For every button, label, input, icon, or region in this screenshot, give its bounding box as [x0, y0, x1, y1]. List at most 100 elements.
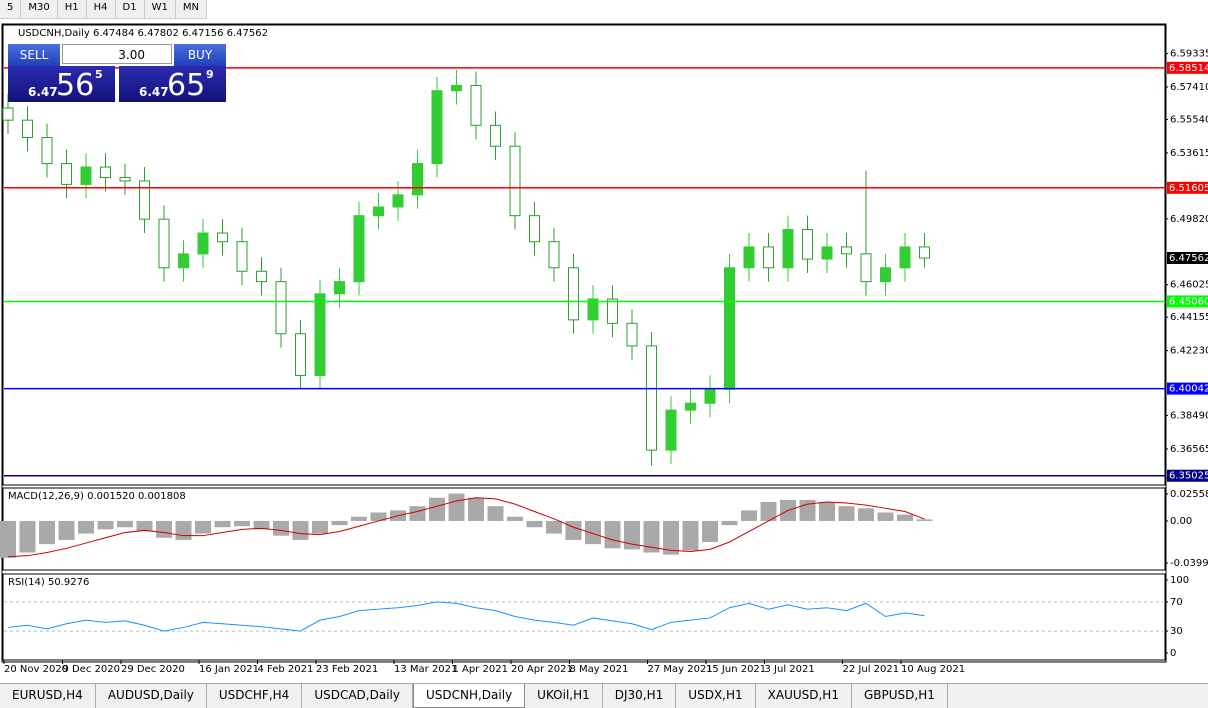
candle-body — [178, 253, 189, 269]
chart-tab[interactable]: UKOil,H1 — [525, 684, 603, 708]
macd-bar — [195, 520, 211, 534]
candle-body — [529, 215, 540, 243]
x-tick-label: 9 Dec 2020 — [63, 664, 121, 675]
y-tick-label: 6.53615 — [1170, 148, 1208, 159]
x-tick-label: 20 Apr 2021 — [511, 664, 573, 675]
timeframe-button[interactable]: M30 — [21, 0, 58, 18]
candle-body — [841, 246, 852, 255]
timeframe-button[interactable]: H1 — [58, 0, 87, 18]
candle-body — [490, 124, 501, 147]
chart-tab[interactable]: USDCNH,Daily — [412, 684, 526, 708]
timeframe-button[interactable]: H4 — [87, 0, 116, 18]
panel-title: RSI(14) 50.9276 — [8, 577, 89, 588]
x-tick-label: 29 Dec 2020 — [121, 664, 185, 675]
candle-body — [392, 194, 404, 208]
chart-tab[interactable]: DJ30,H1 — [603, 684, 677, 708]
price-point: 9 — [206, 68, 214, 81]
candle-body — [373, 206, 384, 217]
macd-bar — [721, 520, 738, 526]
bid-price[interactable]: 6.47 56 5 — [8, 66, 115, 103]
chart-tab[interactable]: USDX,H1 — [676, 684, 756, 708]
macd-bar — [156, 520, 172, 538]
y-tick-label: 100 — [1170, 575, 1189, 586]
chart-tab[interactable]: XAUUSD,H1 — [756, 684, 852, 708]
price-level-label: 6.51605 — [1169, 183, 1208, 194]
timeframe-button[interactable]: W1 — [145, 0, 176, 18]
y-tick-label: 6.42230 — [1170, 346, 1208, 357]
macd-bar — [682, 520, 699, 551]
candle-body — [217, 232, 228, 243]
candle-body — [587, 298, 599, 321]
x-tick-label: 23 Feb 2021 — [316, 664, 378, 675]
candle-body — [880, 267, 891, 283]
candle-body — [470, 84, 482, 126]
macd-bar — [897, 514, 913, 521]
macd-bar — [292, 520, 309, 540]
y-tick-label: 0 — [1170, 648, 1176, 659]
candle-body — [899, 246, 911, 269]
macd-bar — [331, 520, 348, 526]
macd-bar — [546, 520, 562, 534]
y-tick-label: 6.55540 — [1170, 114, 1208, 125]
y-tick-label: 6.38490 — [1170, 411, 1208, 422]
candle-body — [197, 232, 209, 255]
candle-body — [80, 166, 92, 185]
y-tick-label: -0.039928 — [1170, 558, 1208, 569]
chart-tab[interactable]: USDCHF,H4 — [207, 684, 303, 708]
y-tick-label: 0.00 — [1170, 516, 1192, 527]
macd-bar — [39, 520, 55, 545]
candle-body — [431, 90, 443, 165]
chart-tab[interactable]: GBPUSD,H1 — [852, 684, 948, 708]
price-point: 5 — [95, 68, 103, 81]
price-level-tag — [1167, 382, 1208, 395]
price-level-label: 6.58514 — [1169, 63, 1208, 74]
price-level-tag — [1167, 469, 1208, 482]
candle-body — [821, 246, 833, 260]
x-tick-label: 16 Jan 2021 — [199, 664, 259, 675]
y-tick-label: 70 — [1170, 597, 1183, 608]
y-tick-label: 6.59335 — [1170, 49, 1208, 60]
candle-body — [743, 246, 755, 269]
y-tick-label: 30 — [1170, 626, 1183, 637]
macd-bar — [234, 520, 250, 527]
price-big: 6.47 — [139, 85, 169, 99]
chart-tab[interactable]: EURUSD,H4 — [0, 684, 96, 708]
candle-body — [22, 119, 33, 139]
price-big: 6.47 — [28, 85, 58, 99]
macd-bar — [97, 520, 114, 530]
x-tick-label: 13 Mar 2021 — [394, 664, 457, 675]
macd-bar — [507, 516, 523, 521]
candle-body — [412, 163, 423, 196]
candle-body — [275, 281, 287, 335]
volume-input[interactable]: 3.00 — [62, 44, 172, 64]
candle-body — [548, 241, 560, 269]
macd-bar — [468, 497, 484, 521]
chart-tab[interactable]: AUDUSD,Daily — [96, 684, 207, 708]
price-level-tag — [1167, 61, 1208, 74]
candle-body — [607, 298, 618, 324]
y-tick-label: 6.36565 — [1170, 444, 1208, 455]
ask-price[interactable]: 6.47 65 9 — [119, 66, 226, 103]
sell-button[interactable]: SELL — [8, 44, 60, 66]
candle-body — [782, 229, 794, 269]
timeframe-button[interactable]: MN — [176, 0, 207, 18]
macd-bar — [136, 520, 153, 532]
macd-bar — [643, 520, 660, 553]
macd-bar — [351, 516, 367, 521]
macd-bar — [487, 506, 504, 521]
panel-frame — [2, 24, 1166, 486]
macd-bar — [0, 520, 16, 558]
timeframe-button[interactable]: 5 — [0, 0, 22, 18]
candle-body — [334, 281, 345, 295]
buy-button[interactable]: BUY — [174, 44, 226, 66]
timeframe-button[interactable]: D1 — [116, 0, 145, 18]
macd-bar — [663, 520, 679, 555]
candle-body — [724, 267, 735, 390]
chart-tab[interactable]: USDCAD,Daily — [302, 684, 413, 708]
y-tick-label: 6.46025 — [1170, 280, 1208, 291]
rsi-line — [7, 601, 925, 632]
macd-bar — [624, 520, 640, 550]
macd-bar — [916, 519, 933, 521]
x-tick-label: 1 Apr 2021 — [453, 664, 508, 675]
